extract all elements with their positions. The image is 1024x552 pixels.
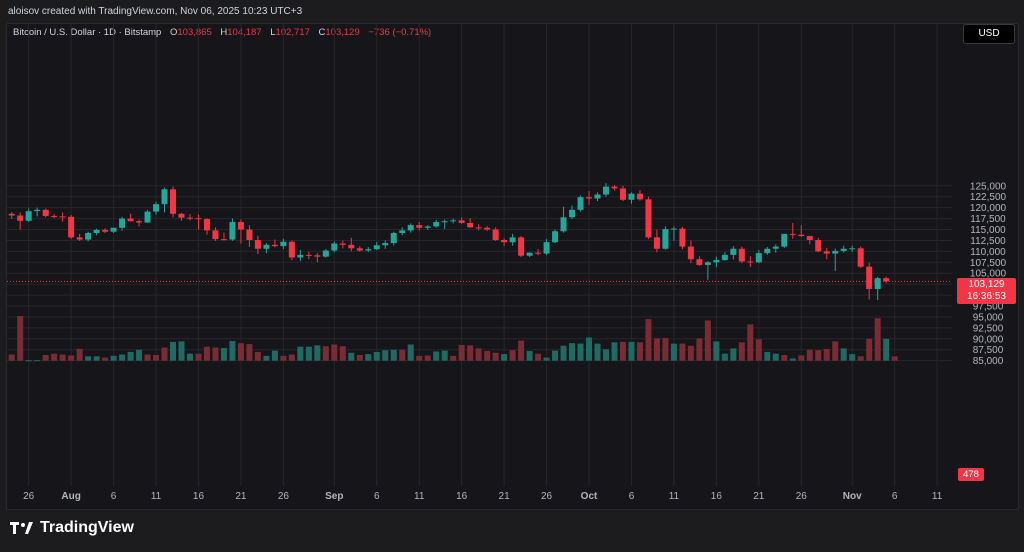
tradingview-logo-icon (10, 522, 33, 534)
bar-countdown: 16:36:53 (967, 291, 1006, 302)
brand-name: TradingView (40, 519, 134, 536)
symbol-legend: Bitcoin / U.S. Dollar · 1D · Bitstamp O1… (13, 27, 431, 38)
legend-high-label: H (220, 27, 228, 38)
currency-button[interactable]: USD (963, 24, 1015, 44)
legend-low-label: L (270, 27, 276, 38)
legend-close-value: 103,129 (325, 27, 360, 38)
credit-line: aloisov created with TradingView.com, No… (8, 6, 303, 17)
legend-close-label: C (318, 27, 326, 38)
chart-panel[interactable] (6, 23, 1019, 510)
legend-open-label: O (170, 27, 178, 38)
last-price-label: 103,129 16:36:53 (957, 278, 1016, 304)
last-volume-label: 478 (958, 468, 984, 481)
legend-low-value: 102,717 (275, 27, 310, 38)
legend-high-value: 104,187 (227, 27, 262, 38)
legend-symbol[interactable]: Bitcoin / U.S. Dollar · 1D · Bitstamp (13, 27, 162, 38)
tradingview-brand[interactable]: TradingView (10, 519, 134, 537)
legend-change: −736 (−0.71%) (368, 27, 432, 38)
legend-open-value: 103,865 (177, 27, 212, 38)
last-price-value: 103,129 (968, 279, 1005, 290)
